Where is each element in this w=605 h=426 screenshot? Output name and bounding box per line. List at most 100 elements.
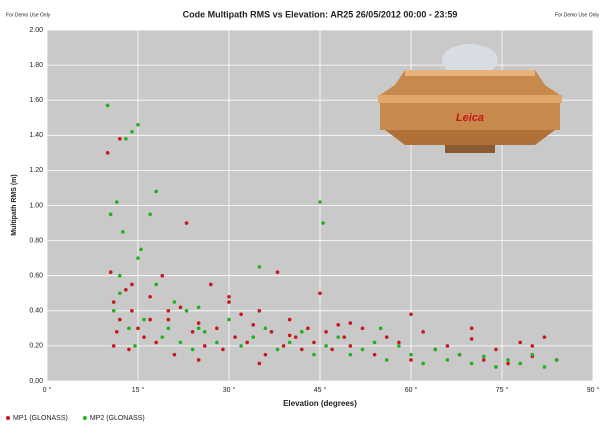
point bbox=[257, 361, 262, 366]
point bbox=[287, 317, 292, 322]
point bbox=[324, 344, 328, 348]
point bbox=[184, 221, 189, 225]
point bbox=[506, 361, 510, 366]
point bbox=[160, 335, 165, 339]
point bbox=[124, 287, 128, 292]
point bbox=[227, 300, 231, 304]
point bbox=[114, 200, 119, 204]
point bbox=[154, 282, 158, 287]
point bbox=[127, 347, 131, 352]
point bbox=[111, 309, 116, 313]
point bbox=[457, 352, 462, 357]
x-tick-label: 75 ° bbox=[496, 386, 509, 394]
x-tick-label: 60 ° bbox=[405, 386, 418, 394]
point bbox=[287, 333, 292, 338]
point bbox=[348, 344, 353, 348]
point bbox=[330, 347, 334, 352]
legend-marker bbox=[6, 416, 10, 420]
point bbox=[111, 344, 116, 348]
point bbox=[196, 358, 201, 362]
point bbox=[542, 365, 547, 369]
point bbox=[209, 282, 213, 287]
point bbox=[142, 317, 146, 322]
point bbox=[121, 230, 125, 234]
y-tick-label: 2.00 bbox=[29, 27, 43, 34]
y-tick-label: 1.60 bbox=[29, 97, 43, 104]
legend-marker bbox=[82, 416, 87, 420]
point bbox=[421, 330, 425, 334]
x-tick-label: 0 ° bbox=[43, 386, 52, 394]
point bbox=[518, 361, 522, 366]
point bbox=[378, 326, 383, 331]
point bbox=[245, 340, 249, 345]
point bbox=[160, 273, 165, 278]
y-tick-label: 1.40 bbox=[29, 132, 43, 139]
point bbox=[136, 326, 140, 331]
point bbox=[196, 326, 201, 331]
point bbox=[312, 352, 316, 357]
point bbox=[275, 270, 280, 274]
point bbox=[148, 212, 152, 217]
point bbox=[105, 151, 110, 155]
point bbox=[239, 344, 243, 348]
y-tick-label: 1.00 bbox=[29, 202, 43, 209]
point bbox=[409, 352, 413, 357]
point bbox=[154, 189, 158, 194]
point bbox=[433, 347, 438, 352]
point bbox=[494, 365, 498, 369]
point bbox=[263, 352, 268, 357]
point bbox=[445, 358, 450, 362]
point bbox=[251, 335, 256, 339]
point bbox=[190, 347, 195, 352]
point bbox=[287, 340, 292, 345]
point bbox=[202, 344, 207, 348]
point bbox=[275, 347, 280, 352]
point bbox=[348, 352, 353, 357]
point bbox=[111, 300, 116, 304]
x-tick-label: 15 ° bbox=[132, 386, 145, 394]
point bbox=[421, 361, 425, 366]
point bbox=[445, 344, 450, 348]
point bbox=[130, 129, 134, 134]
point bbox=[372, 340, 377, 345]
y-tick-label: 0.60 bbox=[29, 273, 43, 280]
point bbox=[118, 137, 122, 141]
point bbox=[257, 265, 262, 269]
x-axis-label: Elevation (degrees) bbox=[283, 399, 357, 408]
point bbox=[108, 212, 113, 217]
point bbox=[130, 309, 134, 313]
point bbox=[166, 326, 171, 331]
point bbox=[348, 321, 353, 325]
point bbox=[105, 103, 110, 108]
y-axis-label: Multipath RMS (m) bbox=[11, 174, 18, 235]
legend-label: MP1 (GLONASS) bbox=[13, 415, 68, 422]
x-tick-label: 30 ° bbox=[223, 386, 236, 394]
point bbox=[300, 330, 304, 334]
point bbox=[215, 326, 219, 331]
point bbox=[300, 347, 304, 352]
point bbox=[469, 337, 474, 341]
point bbox=[269, 330, 274, 334]
antenna-label: Leica bbox=[456, 112, 484, 124]
point bbox=[397, 344, 401, 348]
legend-label: MP2 (GLONASS) bbox=[90, 415, 145, 422]
point bbox=[139, 247, 143, 252]
point bbox=[148, 317, 152, 322]
point bbox=[178, 305, 183, 310]
point bbox=[469, 326, 474, 331]
y-tick-label: 0.20 bbox=[29, 343, 43, 350]
point bbox=[482, 354, 486, 359]
point bbox=[321, 221, 325, 225]
chart-title: Code Multipath RMS vs Elevation: AR25 26… bbox=[183, 9, 458, 19]
point bbox=[312, 340, 316, 345]
point bbox=[172, 300, 177, 304]
point bbox=[227, 294, 231, 299]
point bbox=[136, 256, 140, 260]
y-tick-label: 1.20 bbox=[29, 167, 43, 174]
point bbox=[184, 309, 189, 313]
point bbox=[227, 317, 231, 322]
point bbox=[190, 330, 195, 334]
y-tick-label: 0.40 bbox=[29, 308, 43, 315]
y-tick-label: 0.00 bbox=[29, 378, 43, 385]
